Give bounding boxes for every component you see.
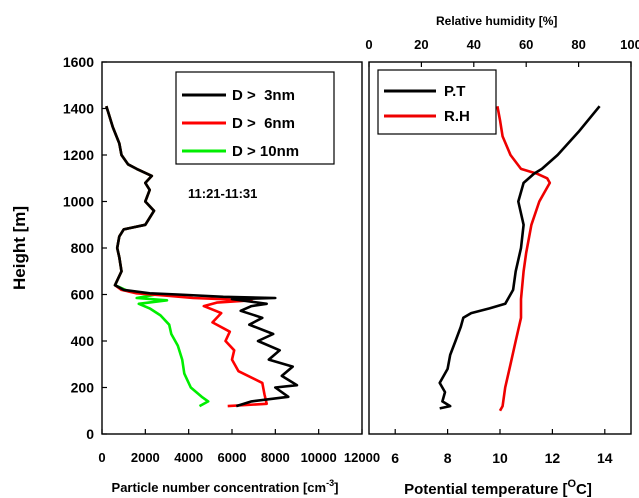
left-chart: 0 2000 4000 6000 8000 10000 12000 0 200 400 600 80… bbox=[10, 54, 380, 495]
right-legend-box bbox=[377, 69, 497, 135]
right-top-tick-label: 80 bbox=[571, 37, 585, 52]
left-y-tick-label: 800 bbox=[71, 240, 95, 256]
right-x-tick-label: 10 bbox=[492, 450, 508, 466]
left-y-tick-label: 600 bbox=[71, 287, 95, 303]
right-top-axis-label: Relative humidity [%] bbox=[436, 14, 557, 28]
right-x-axis-label: Potential temperature [OC] bbox=[404, 478, 592, 498]
left-y-tick-label: 1000 bbox=[63, 194, 94, 210]
right-top-tick-label: 40 bbox=[467, 37, 481, 52]
time-range-annotation: 11:21-11:31 bbox=[188, 186, 257, 201]
left-y-tick-label: 1200 bbox=[63, 147, 94, 163]
right-x-tick-label: 12 bbox=[545, 450, 561, 466]
left-series-group bbox=[105, 105, 299, 408]
legend-label-10nm: D > 10nm bbox=[232, 143, 299, 160]
right-x-tick-label: 8 bbox=[444, 450, 452, 466]
right-top-tick-label: 20 bbox=[414, 37, 428, 52]
left-x-tick-label: 2000 bbox=[131, 450, 160, 465]
left-y-axis-label: Height [m] bbox=[10, 206, 29, 290]
left-y-ticks: 0 200 400 600 800 1000 1200 1400 1600 bbox=[63, 54, 107, 442]
left-y-tick-label: 200 bbox=[71, 380, 95, 396]
left-x-tick-label: 6000 bbox=[218, 450, 247, 465]
right-top-tick-label: 100 bbox=[620, 37, 639, 52]
right-chart: 6 8 10 12 14 0 20 40 60 80 100 Potential temperat… bbox=[365, 14, 639, 498]
right-series-group bbox=[438, 105, 601, 412]
left-legend-box bbox=[175, 71, 335, 165]
left-x-ticks: 0 2000 4000 6000 8000 10000 12000 bbox=[98, 429, 380, 465]
right-legend: P.T R.H bbox=[377, 69, 497, 135]
left-legend: D > 3nm D > 6nm D > 10nm bbox=[175, 71, 335, 165]
right-top-x-ticks: 0 20 40 60 80 100 bbox=[365, 37, 639, 67]
left-x-tick-label: 12000 bbox=[344, 450, 380, 465]
right-top-tick-label: 0 bbox=[365, 37, 372, 52]
left-y-tick-label: 400 bbox=[71, 333, 95, 349]
legend-label-rh: R.H bbox=[444, 108, 470, 125]
legend-label-6nm: D > 6nm bbox=[232, 115, 295, 132]
right-bottom-x-ticks: 6 8 10 12 14 bbox=[391, 429, 613, 466]
left-x-axis-label: Particle number concentration [cm-3] bbox=[112, 478, 339, 495]
left-x-tick-label: 8000 bbox=[261, 450, 290, 465]
right-x-tick-label: 14 bbox=[597, 450, 613, 466]
left-y-tick-label: 1600 bbox=[63, 54, 94, 70]
series-line-pt bbox=[438, 105, 601, 410]
right-x-tick-label: 6 bbox=[391, 450, 399, 466]
left-x-tick-label: 4000 bbox=[174, 450, 203, 465]
legend-label-pt: P.T bbox=[444, 83, 465, 100]
left-y-tick-label: 0 bbox=[86, 426, 94, 442]
series-line-0 bbox=[105, 105, 299, 408]
legend-label-3nm: D > 3nm bbox=[232, 87, 295, 104]
series-line-rh bbox=[496, 105, 552, 412]
left-x-tick-label: 0 bbox=[98, 450, 105, 465]
left-x-tick-label: 10000 bbox=[301, 450, 337, 465]
left-y-tick-label: 1400 bbox=[63, 101, 94, 117]
right-top-tick-label: 60 bbox=[519, 37, 533, 52]
